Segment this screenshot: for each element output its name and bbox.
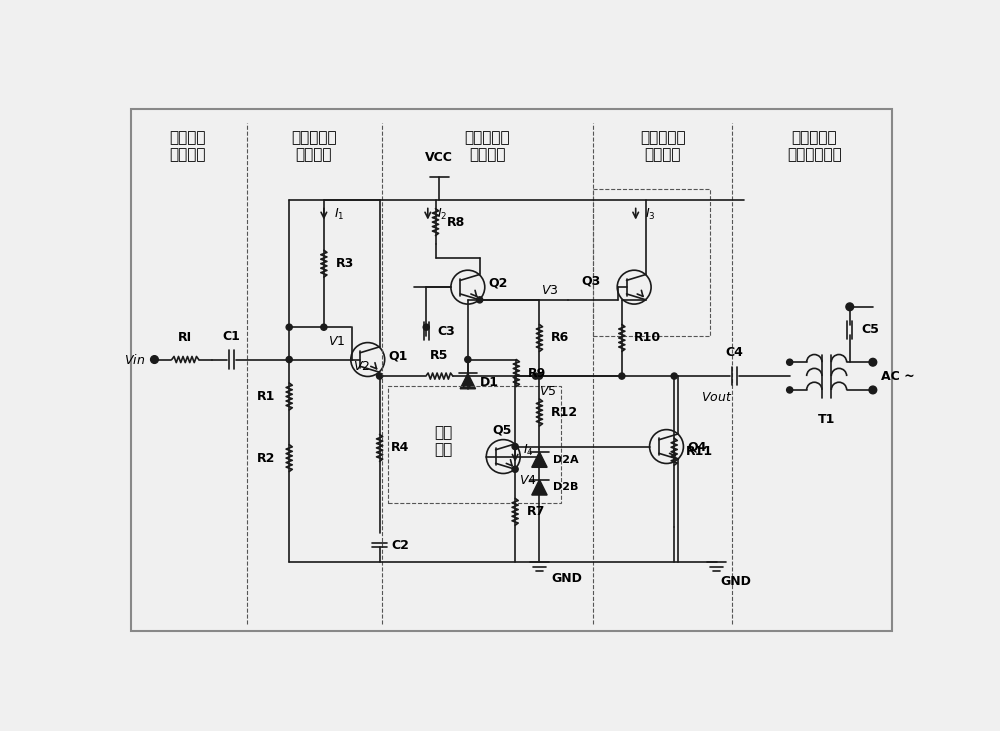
Text: R7: R7 bbox=[527, 505, 545, 518]
Polygon shape bbox=[532, 452, 547, 467]
Text: R10: R10 bbox=[633, 331, 661, 344]
Circle shape bbox=[533, 373, 539, 379]
Text: Q5: Q5 bbox=[492, 423, 511, 436]
Circle shape bbox=[286, 357, 292, 363]
Text: Q3: Q3 bbox=[581, 274, 600, 287]
Text: T1: T1 bbox=[818, 413, 835, 426]
Text: 电力线载波
信号耦合电路: 电力线载波 信号耦合电路 bbox=[787, 130, 842, 162]
Text: $V2$: $V2$ bbox=[353, 360, 370, 374]
Text: $V5$: $V5$ bbox=[539, 385, 557, 398]
Text: $I_3$: $I_3$ bbox=[645, 206, 656, 221]
Text: Q2: Q2 bbox=[489, 277, 508, 289]
Text: VCC: VCC bbox=[425, 151, 453, 164]
Circle shape bbox=[512, 444, 518, 450]
Text: R4: R4 bbox=[391, 442, 410, 455]
Text: C2: C2 bbox=[391, 539, 409, 552]
Text: 限流隔直
输入电路: 限流隔直 输入电路 bbox=[169, 130, 206, 162]
Text: $I_1$: $I_1$ bbox=[334, 206, 344, 221]
Circle shape bbox=[465, 357, 471, 363]
Text: D1: D1 bbox=[479, 376, 498, 389]
Text: R11: R11 bbox=[686, 445, 713, 458]
Text: 第三级功率
驱动电路: 第三级功率 驱动电路 bbox=[640, 130, 685, 162]
Circle shape bbox=[151, 356, 158, 363]
Text: $V3$: $V3$ bbox=[541, 284, 558, 297]
Text: R3: R3 bbox=[335, 257, 354, 270]
Circle shape bbox=[536, 373, 543, 379]
Text: Q4: Q4 bbox=[687, 440, 707, 453]
Text: $V4$: $V4$ bbox=[519, 474, 537, 487]
Circle shape bbox=[671, 373, 677, 379]
Text: $V1$: $V1$ bbox=[328, 335, 345, 347]
Text: $I_2$: $I_2$ bbox=[437, 206, 447, 221]
Text: R1: R1 bbox=[257, 390, 275, 403]
Circle shape bbox=[423, 324, 429, 330]
Text: R8: R8 bbox=[447, 216, 465, 229]
Polygon shape bbox=[532, 480, 547, 495]
Text: 反馈
电路: 反馈 电路 bbox=[434, 425, 452, 458]
Text: R5: R5 bbox=[430, 349, 449, 363]
Text: AC ~: AC ~ bbox=[881, 370, 914, 382]
Text: R2: R2 bbox=[257, 452, 275, 465]
Text: R12: R12 bbox=[551, 406, 578, 419]
Text: RI: RI bbox=[178, 331, 192, 344]
Circle shape bbox=[869, 386, 877, 394]
Text: C3: C3 bbox=[438, 325, 456, 338]
Text: GND: GND bbox=[551, 572, 582, 586]
Text: $Vout$: $Vout$ bbox=[701, 392, 732, 404]
Circle shape bbox=[869, 358, 877, 366]
Text: $I_4$: $I_4$ bbox=[523, 443, 533, 458]
Polygon shape bbox=[460, 374, 476, 389]
Circle shape bbox=[787, 387, 793, 393]
Text: D2A: D2A bbox=[553, 455, 579, 465]
Circle shape bbox=[787, 359, 793, 366]
Circle shape bbox=[846, 303, 854, 311]
Circle shape bbox=[512, 466, 518, 472]
Circle shape bbox=[377, 373, 383, 379]
Text: R6: R6 bbox=[551, 331, 569, 344]
Circle shape bbox=[619, 373, 625, 379]
Text: 第一级偏置
放大电路: 第一级偏置 放大电路 bbox=[291, 130, 337, 162]
Text: C5: C5 bbox=[861, 323, 879, 336]
Circle shape bbox=[477, 297, 483, 303]
Circle shape bbox=[286, 324, 292, 330]
Text: $Vin$: $Vin$ bbox=[124, 352, 145, 366]
Text: Q1: Q1 bbox=[389, 349, 408, 362]
Text: C4: C4 bbox=[725, 346, 743, 359]
Text: GND: GND bbox=[720, 575, 751, 588]
Text: C1: C1 bbox=[223, 330, 240, 343]
Text: R9: R9 bbox=[528, 366, 546, 379]
Text: D2B: D2B bbox=[553, 482, 579, 493]
Circle shape bbox=[321, 324, 327, 330]
Text: 第二级限流
放大电路: 第二级限流 放大电路 bbox=[464, 130, 510, 162]
